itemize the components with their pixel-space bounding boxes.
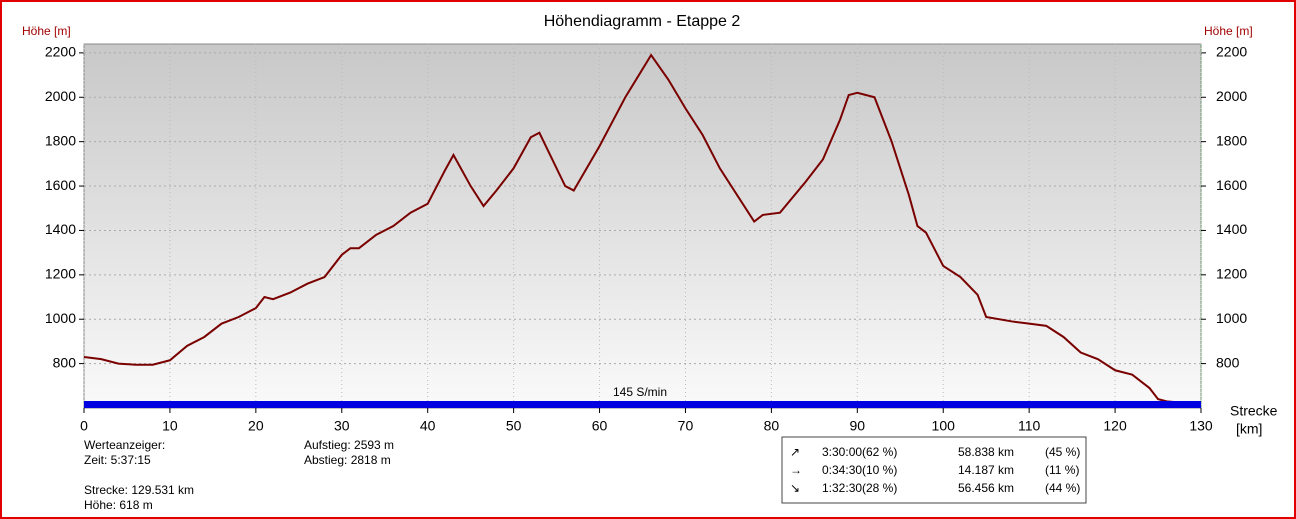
info-text: Strecke: 129.531 km xyxy=(84,483,194,497)
plot-area xyxy=(83,43,1202,409)
y2-tick-label: 1800 xyxy=(1216,132,1247,148)
y-tick-label: 1200 xyxy=(45,266,76,282)
y-tick-label: 800 xyxy=(53,354,77,370)
y2-tick-label: 2000 xyxy=(1216,88,1247,104)
summary-cell: (11 %) xyxy=(1045,463,1079,477)
x-axis-label: Strecke xyxy=(1230,403,1278,419)
info-text: Zeit: 5:37:15 xyxy=(84,453,151,467)
x-tick-label: 90 xyxy=(850,418,866,434)
cadence-bar xyxy=(84,401,1201,408)
x-tick-label: 70 xyxy=(678,418,694,434)
x-tick-label: 80 xyxy=(764,418,780,434)
summary-box xyxy=(781,436,1087,504)
y2-axis-label: Höhe [m] xyxy=(1204,24,1253,38)
x-tick-label: 100 xyxy=(932,418,956,434)
y2-tick-label: 2200 xyxy=(1216,44,1247,60)
chart-title: Höhendiagramm - Etappe 2 xyxy=(544,13,741,30)
y-tick-label: 1400 xyxy=(45,221,76,237)
info-text: Höhe: 618 m xyxy=(84,498,153,512)
y-tick-label: 2200 xyxy=(45,44,76,60)
summary-cell: 0:34:30 xyxy=(822,463,862,477)
info-text: Aufstieg: 2593 m xyxy=(304,438,394,452)
summary-cell: (10 %) xyxy=(862,463,897,477)
x-tick-label: 120 xyxy=(1103,418,1127,434)
summary-cell: 1:32:30 xyxy=(822,481,862,495)
y2-tick-label: 1200 xyxy=(1216,266,1247,282)
x-tick-label: 110 xyxy=(1018,418,1041,434)
summary-cell: 56.456 km xyxy=(958,481,1014,495)
summary-cell: (28 %) xyxy=(862,481,897,495)
summary-cell: 58.838 km xyxy=(958,445,1014,459)
y-tick-label: 1800 xyxy=(45,132,76,148)
summary-cell: → xyxy=(790,463,802,477)
y2-tick-label: 1600 xyxy=(1216,177,1247,193)
summary-cell: (62 %) xyxy=(862,445,897,459)
x-tick-label: 60 xyxy=(592,418,608,434)
x-tick-label: 0 xyxy=(80,418,88,434)
summary-cell: 3:30:00 xyxy=(822,445,862,459)
x-axis-label: [km] xyxy=(1236,421,1262,437)
y-tick-label: 2000 xyxy=(45,88,76,104)
y-tick-label: 1000 xyxy=(45,310,76,326)
y-tick-label: 1600 xyxy=(45,177,76,193)
info-text: Werteanzeiger: xyxy=(84,438,165,452)
annotation: 145 S/min xyxy=(613,385,667,399)
x-tick-label: 50 xyxy=(506,418,522,434)
summary-cell: ↘ xyxy=(790,481,800,495)
summary-cell: (45 %) xyxy=(1045,445,1080,459)
summary-cell: 14.187 km xyxy=(958,463,1014,477)
info-text: Abstieg: 2818 m xyxy=(304,453,391,467)
y2-tick-label: 1400 xyxy=(1216,221,1247,237)
y2-tick-label: 1000 xyxy=(1216,310,1247,326)
elevation-line xyxy=(83,53,1197,406)
y2-tick-label: 800 xyxy=(1216,354,1240,370)
x-tick-label: 40 xyxy=(420,418,436,434)
summary-cell: ↗ xyxy=(790,445,800,459)
x-tick-label: 130 xyxy=(1189,418,1213,434)
x-tick-label: 20 xyxy=(248,418,264,434)
x-tick-label: 10 xyxy=(162,418,178,434)
summary-cell: (44 %) xyxy=(1045,481,1080,495)
x-tick-label: 30 xyxy=(334,418,350,434)
y-axis-label: Höhe [m] xyxy=(22,24,71,38)
